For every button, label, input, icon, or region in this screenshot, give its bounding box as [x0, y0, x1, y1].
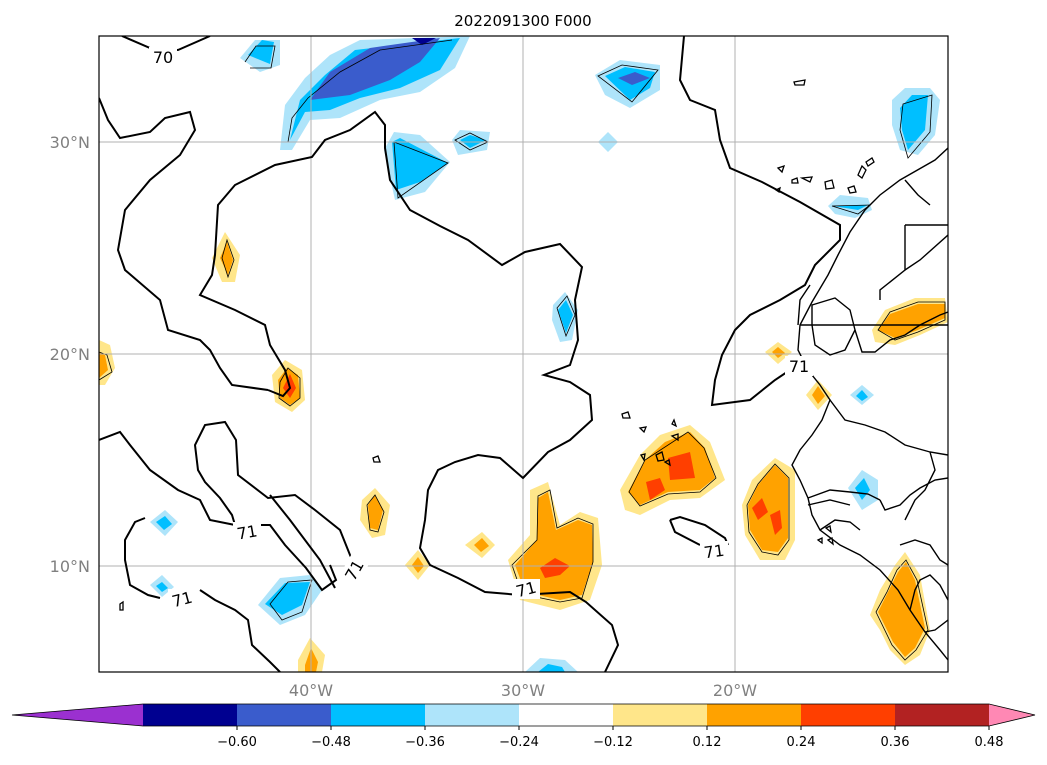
contour-label: 71: [235, 521, 258, 543]
lon-label-40w: 40°W: [289, 681, 333, 700]
islands: [119, 79, 875, 611]
contour-label: 71: [514, 578, 539, 602]
contour-lines: [99, 36, 841, 672]
colorbar-tick-label: 0.12: [693, 735, 722, 750]
negative-anomaly-regions: [150, 36, 940, 672]
colorbar-tick-label: −0.60: [217, 735, 257, 750]
lon-label-20w: 20°W: [713, 681, 757, 700]
colorbar-segment: [425, 704, 520, 726]
map-frame: [98, 35, 949, 673]
colorbar-ticks: −0.60 −0.48 −0.36 −0.24 −0.12 0.12 0.24 0.36 0.4…: [217, 726, 1004, 750]
colorbar-tick-label: −0.12: [593, 735, 633, 750]
map-area: 70 71 71 71 71 71 71: [99, 36, 948, 672]
colorbar: [11, 703, 1036, 727]
colorbar-segment: [801, 704, 896, 726]
positive-anomaly-regions: [99, 232, 948, 672]
lat-label-30n: 30°N: [50, 133, 90, 152]
colorbar-extend-min: [12, 704, 143, 726]
colorbar-segment: [895, 704, 990, 726]
colorbar-tick-label: −0.36: [405, 735, 445, 750]
colorbar-segment: [237, 704, 332, 726]
colorbar-tick-label: 0.24: [787, 735, 816, 750]
contour-label: 71: [703, 541, 726, 563]
contour-label: 71: [789, 357, 809, 376]
contour-labels: 70 71 71 71 71 71 71: [149, 47, 813, 611]
colorbar-segment: [143, 704, 238, 726]
contour-label: 71: [170, 588, 195, 612]
lat-label-10n: 10°N: [50, 557, 90, 576]
colorbar-segment: [331, 704, 426, 726]
colorbar-tick-label: 0.36: [881, 735, 910, 750]
lon-label-30w: 30°W: [501, 681, 545, 700]
colorbar-extend-max: [989, 704, 1035, 726]
colorbar-tick-label: −0.24: [499, 735, 539, 750]
colorbar-segment: [613, 704, 708, 726]
colorbar-tick-label: 0.48: [975, 735, 1004, 750]
grid-lines: [99, 36, 948, 672]
map-title: 2022091300 F000: [454, 12, 591, 30]
colorbar-segment: [519, 704, 614, 726]
coastlines: [791, 147, 948, 661]
colorbar-segment: [707, 704, 802, 726]
lat-label-20n: 20°N: [50, 345, 90, 364]
anomaly-outlines: [99, 39, 946, 661]
colorbar-tick-label: −0.48: [311, 735, 351, 750]
contour-label: 70: [153, 48, 173, 67]
